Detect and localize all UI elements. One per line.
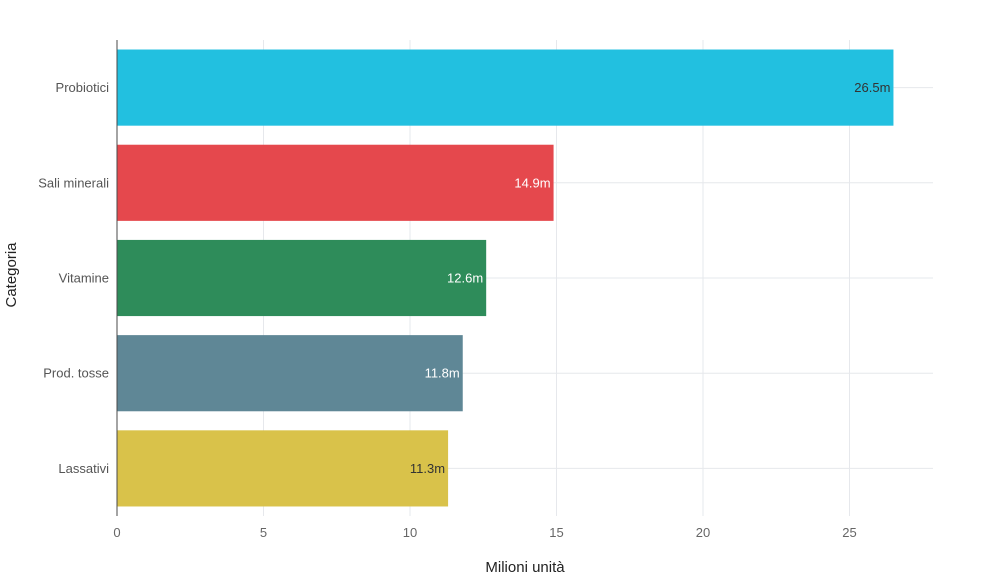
category-tick-label: Lassativi xyxy=(58,461,109,476)
axes: Probiotici Sali minerali Vitamine Prod. tos… xyxy=(38,40,857,540)
category-tick-label: Sali minerali xyxy=(38,175,109,190)
bar-value-label: 11.8m xyxy=(425,366,460,381)
bar xyxy=(117,430,449,507)
bar xyxy=(117,144,554,221)
bar-value-label: 14.9m xyxy=(514,175,550,190)
bar xyxy=(117,49,894,126)
x-tick-label: 20 xyxy=(696,525,710,540)
x-tick-label: 15 xyxy=(549,525,563,540)
bar-value-label: 11.3m xyxy=(410,461,445,476)
bar xyxy=(117,239,487,317)
x-tick-label: 0 xyxy=(113,525,120,540)
category-tick-label: Prod. tosse xyxy=(43,366,109,381)
x-tick-label: 25 xyxy=(842,525,856,540)
y-axis-title: Categoria xyxy=(3,242,20,308)
category-tick-label: Probiotici xyxy=(56,80,110,95)
category-tick-label: Vitamine xyxy=(59,271,109,286)
x-tick-label: 10 xyxy=(403,525,417,540)
bar-value-label: 12.6m xyxy=(447,271,483,286)
x-tick-label: 5 xyxy=(260,525,267,540)
bar xyxy=(117,335,463,412)
bar-value-label: 26.5m xyxy=(854,80,890,95)
x-axis-title: Milioni unità xyxy=(485,559,565,576)
bars: 26.5m 14.9m 12.6m 11.8m 11.3m xyxy=(117,49,894,507)
